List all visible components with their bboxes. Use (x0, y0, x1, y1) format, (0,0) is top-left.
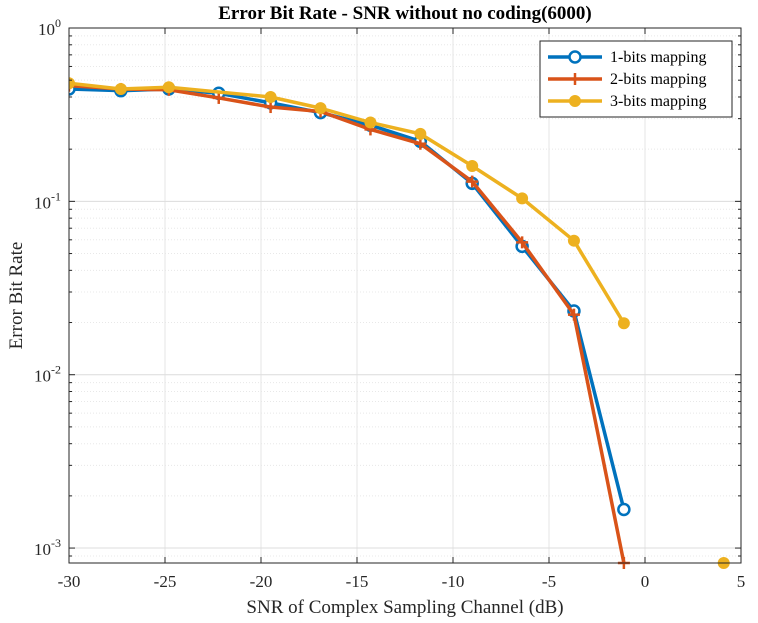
y-tick-label: 10-1 (34, 189, 61, 212)
data-point (516, 236, 529, 249)
chart-title: Error Bit Rate - SNR without no coding(6… (218, 3, 592, 24)
data-point (114, 82, 127, 95)
y-tick-label: 100 (38, 16, 61, 39)
x-tick-label: -20 (250, 572, 273, 591)
y-tick-label: 10-2 (34, 363, 61, 386)
plot-frame (68, 27, 742, 564)
data-point (414, 127, 427, 140)
legend-label: 2-bits mapping (610, 71, 706, 88)
y-tick-base: 10 (34, 193, 51, 212)
series-line (69, 83, 626, 564)
data-point (466, 159, 479, 172)
series-layer (69, 77, 730, 569)
y-tick-exponent: -3 (51, 536, 61, 550)
legend-swatch-marker (569, 73, 581, 85)
y-tick-exponent: -1 (51, 189, 61, 203)
data-point (516, 192, 529, 205)
legend-label: 1-bits mapping (610, 49, 706, 66)
data-point (264, 90, 277, 103)
series-3 (69, 77, 730, 569)
x-tick-label: -30 (58, 572, 81, 591)
y-tick-exponent: -2 (51, 363, 61, 377)
data-point (617, 502, 631, 517)
y-tick-base: 10 (34, 540, 51, 559)
x-tick-label: -25 (154, 572, 177, 591)
x-tick-label: -15 (346, 572, 369, 591)
y-tick-base: 10 (34, 367, 51, 386)
y-tick-label: 10-3 (34, 536, 61, 559)
legend-swatch-marker (569, 95, 581, 107)
data-point (212, 91, 225, 104)
y-axis-label: Error Bit Rate (6, 242, 27, 350)
data-point (264, 101, 277, 114)
legend-entry: 1-bits mapping (548, 49, 706, 66)
legend-entry: 3-bits mapping (548, 93, 706, 110)
x-axis-label: SNR of Complex Sampling Channel (dB) (246, 597, 563, 618)
y-tick-base: 10 (38, 20, 55, 39)
data-point (162, 81, 175, 94)
legend: 1-bits mapping 2-bits mapping 3-bits mappi… (539, 40, 733, 118)
x-tick-label: -5 (542, 572, 556, 591)
x-tick-label: -10 (442, 572, 465, 591)
x-tick-label: 0 (641, 572, 650, 591)
data-point (617, 317, 630, 330)
legend-entry: 2-bits mapping (548, 71, 706, 88)
x-tick-label: 5 (737, 572, 746, 591)
data-point (466, 175, 479, 188)
legend-swatch-marker (568, 50, 582, 64)
data-point (314, 102, 327, 115)
data-point (364, 116, 377, 129)
data-point (567, 234, 580, 247)
y-tick-exponent: 0 (55, 16, 61, 30)
legend-label: 3-bits mapping (610, 93, 706, 110)
data-point (567, 308, 580, 321)
